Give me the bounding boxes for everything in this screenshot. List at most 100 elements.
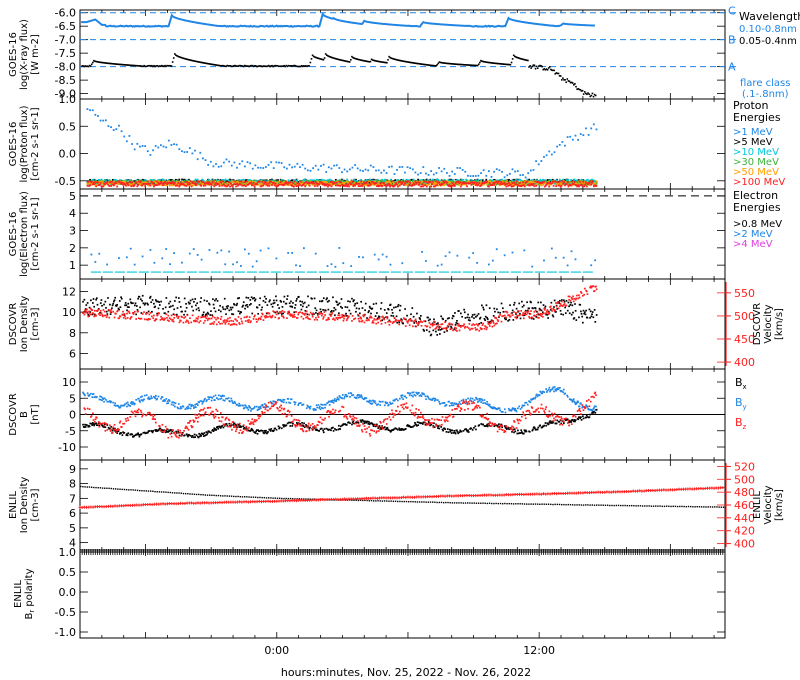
data-point <box>567 185 570 188</box>
data-point <box>326 265 329 267</box>
data-point <box>385 61 387 64</box>
data-point <box>136 185 139 188</box>
data-point <box>589 310 592 313</box>
data-point <box>118 183 120 185</box>
data-point <box>476 180 479 183</box>
data-point <box>292 179 295 181</box>
data-point <box>196 178 199 181</box>
data-point <box>294 181 297 184</box>
data-point <box>166 316 168 319</box>
data-point <box>149 312 152 314</box>
data-point <box>152 149 154 152</box>
data-point <box>364 180 367 183</box>
data-point <box>225 184 228 186</box>
data-point <box>242 304 244 307</box>
data-point <box>402 178 405 181</box>
data-point <box>172 304 174 307</box>
data-point <box>558 302 561 305</box>
data-point <box>170 314 173 317</box>
data-point <box>299 180 302 183</box>
data-point <box>297 313 300 316</box>
data-point <box>584 183 586 186</box>
data-point <box>583 91 586 93</box>
data-point <box>111 307 113 310</box>
data-point <box>326 297 328 300</box>
data-point <box>100 178 103 181</box>
y-tick-label: -8.5 <box>55 74 76 87</box>
data-point <box>217 317 220 320</box>
data-point <box>532 169 535 171</box>
data-point <box>99 311 101 314</box>
data-point <box>594 182 597 185</box>
data-point <box>570 179 572 181</box>
data-point <box>503 176 506 179</box>
data-point <box>389 185 391 188</box>
data-point <box>359 316 362 319</box>
data-point <box>121 179 124 182</box>
data-point <box>253 64 256 67</box>
right-y-tick-label: 550 <box>734 287 755 300</box>
data-point <box>476 64 479 67</box>
data-point <box>575 184 578 187</box>
data-point <box>342 314 345 317</box>
data-point <box>124 64 127 66</box>
data-point <box>418 183 420 186</box>
data-point <box>192 184 195 187</box>
data-point <box>280 313 283 315</box>
data-point <box>391 57 394 60</box>
data-point <box>265 65 268 68</box>
data-point <box>203 62 206 64</box>
data-point <box>427 316 429 319</box>
data-point <box>269 299 271 302</box>
data-point <box>321 313 324 315</box>
data-point <box>340 298 343 300</box>
data-point <box>251 265 254 268</box>
data-point <box>529 65 531 67</box>
y-axis-label: log(Proton flux) <box>19 105 30 182</box>
data-point <box>84 311 87 314</box>
data-point <box>256 65 258 68</box>
data-point <box>412 182 415 185</box>
data-point <box>135 305 138 307</box>
data-point <box>233 183 236 186</box>
data-point <box>259 183 262 185</box>
data-point <box>112 63 115 65</box>
data-point <box>166 319 169 322</box>
data-point <box>206 311 209 314</box>
data-point <box>210 310 212 313</box>
data-point <box>169 263 172 266</box>
data-point <box>590 315 593 318</box>
data-point <box>409 181 412 184</box>
data-point <box>348 168 351 171</box>
data-point <box>277 312 280 315</box>
data-point <box>211 314 214 317</box>
data-point <box>551 178 554 181</box>
data-point <box>522 184 525 186</box>
data-point <box>299 182 302 184</box>
data-point <box>151 64 153 67</box>
data-point <box>558 75 561 77</box>
data-point <box>246 306 249 308</box>
data-point <box>509 63 512 66</box>
data-point <box>242 183 245 186</box>
data-point <box>193 319 196 322</box>
data-point <box>334 57 337 60</box>
data-point <box>378 185 381 187</box>
data-point <box>482 306 485 309</box>
data-point <box>236 302 239 305</box>
data-point <box>440 170 443 173</box>
data-point <box>368 310 370 312</box>
data-point <box>261 181 264 183</box>
data-point <box>276 311 279 313</box>
data-point <box>359 59 362 61</box>
data-point <box>87 180 90 183</box>
data-point <box>559 182 562 184</box>
data-point <box>320 314 323 317</box>
data-point <box>470 178 473 181</box>
data-point <box>253 315 256 318</box>
data-point <box>433 64 435 67</box>
data-point <box>190 185 193 188</box>
data-point <box>170 184 173 187</box>
data-point <box>175 180 178 183</box>
